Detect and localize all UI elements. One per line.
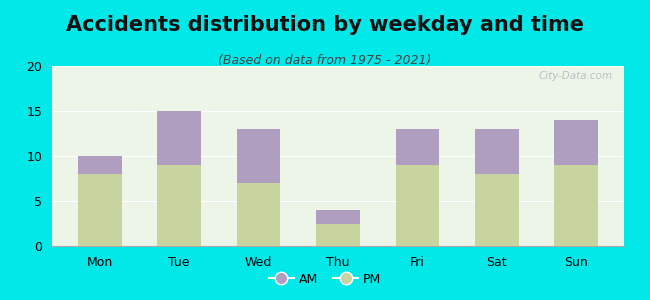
Bar: [475, 174, 519, 246]
Bar: [554, 120, 598, 165]
Text: City-Data.com: City-Data.com: [538, 71, 612, 81]
Bar: [316, 224, 360, 246]
Bar: [396, 165, 439, 246]
Bar: [157, 165, 201, 246]
Text: (Based on data from 1975 - 2021): (Based on data from 1975 - 2021): [218, 54, 432, 67]
Legend: AM, PM: AM, PM: [264, 268, 386, 291]
Bar: [78, 174, 122, 246]
Bar: [396, 129, 439, 165]
Bar: [237, 129, 280, 183]
Text: Accidents distribution by weekday and time: Accidents distribution by weekday and ti…: [66, 15, 584, 35]
Bar: [554, 165, 598, 246]
Bar: [475, 129, 519, 174]
Bar: [237, 183, 280, 246]
Bar: [316, 210, 360, 224]
Bar: [78, 156, 122, 174]
Bar: [157, 111, 201, 165]
